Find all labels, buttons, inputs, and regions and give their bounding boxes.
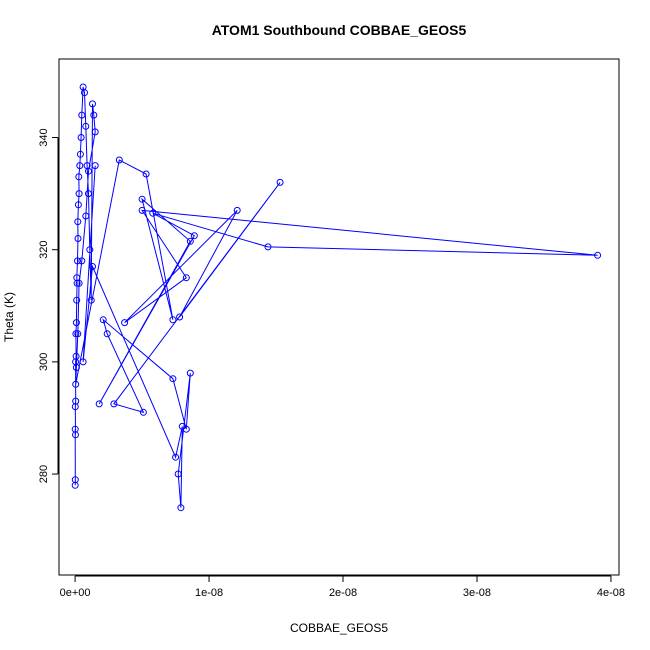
data-point (177, 504, 185, 512)
data-point (75, 173, 83, 181)
data-point (78, 111, 86, 119)
data-point (176, 313, 184, 321)
x-axis-label: COBBAE_GEOS5 (290, 621, 388, 635)
data-point (174, 470, 182, 478)
data-point (74, 218, 82, 226)
data-point (85, 190, 92, 198)
y-tick-label: 280 (38, 465, 50, 483)
data-point (121, 319, 129, 327)
chart-title: ATOM1 Southbound COBBAE_GEOS5 (212, 22, 467, 38)
data-point (103, 330, 111, 338)
data-point (71, 476, 79, 484)
x-tick-label: 0e+00 (60, 587, 91, 599)
data-point (182, 274, 190, 282)
data-point (77, 134, 85, 141)
data-point (169, 375, 177, 383)
data-point (82, 212, 90, 220)
data-point (75, 190, 83, 198)
data-point (138, 206, 146, 214)
data-point (79, 358, 87, 366)
data-point (76, 162, 84, 170)
data-point (99, 316, 107, 324)
data-point (91, 128, 99, 136)
data-point (75, 279, 83, 287)
data-point (76, 150, 84, 158)
data-point (72, 397, 80, 405)
data-point (82, 122, 90, 130)
data-point (78, 257, 86, 265)
data-point (115, 156, 123, 164)
data-point (139, 408, 147, 416)
data-point (89, 263, 96, 270)
data-point (138, 195, 146, 203)
data-point (90, 111, 98, 119)
data-point (178, 422, 186, 430)
data-point (72, 364, 80, 371)
plot-frame (58, 58, 620, 576)
data-point (85, 167, 92, 175)
x-axis: 0e+00 1e-08 2e-08 3e-08 4e-08 (60, 575, 625, 599)
data-point (169, 316, 177, 324)
data-point (87, 296, 95, 304)
data-point (594, 251, 602, 259)
data-point (190, 232, 198, 240)
x-tick-label: 1e-08 (195, 587, 223, 599)
data-point (186, 237, 194, 245)
data-point (74, 201, 82, 209)
data-point (172, 453, 180, 461)
data-point (276, 178, 284, 186)
data-point (233, 206, 241, 214)
data-point (264, 243, 272, 251)
y-tick-label: 320 (38, 241, 50, 259)
x-tick-label: 4e-08 (597, 587, 625, 599)
data-point (72, 352, 80, 360)
data-point (72, 380, 80, 388)
data-point (74, 330, 82, 338)
x-tick-label: 3e-08 (463, 587, 491, 599)
y-tick-label: 300 (38, 353, 50, 371)
data-point (72, 319, 80, 327)
data-point (142, 170, 150, 178)
data-point (95, 400, 103, 408)
data-point (89, 100, 96, 108)
data-point (73, 296, 81, 304)
data-point (72, 330, 80, 338)
data-point (86, 246, 94, 254)
data-point (74, 257, 81, 265)
data-point (149, 209, 157, 217)
data-point (186, 369, 194, 377)
data-point (81, 89, 88, 97)
x-tick-label: 2e-08 (329, 587, 357, 599)
data-point (72, 431, 79, 439)
data-point (91, 162, 99, 170)
data-point (74, 235, 82, 242)
y-axis-label: Theta (K) (2, 292, 16, 342)
data-point (110, 400, 118, 408)
y-tick-label: 340 (38, 128, 50, 146)
plot-area (71, 83, 602, 512)
y-axis: 280 300 320 340 (38, 128, 59, 483)
